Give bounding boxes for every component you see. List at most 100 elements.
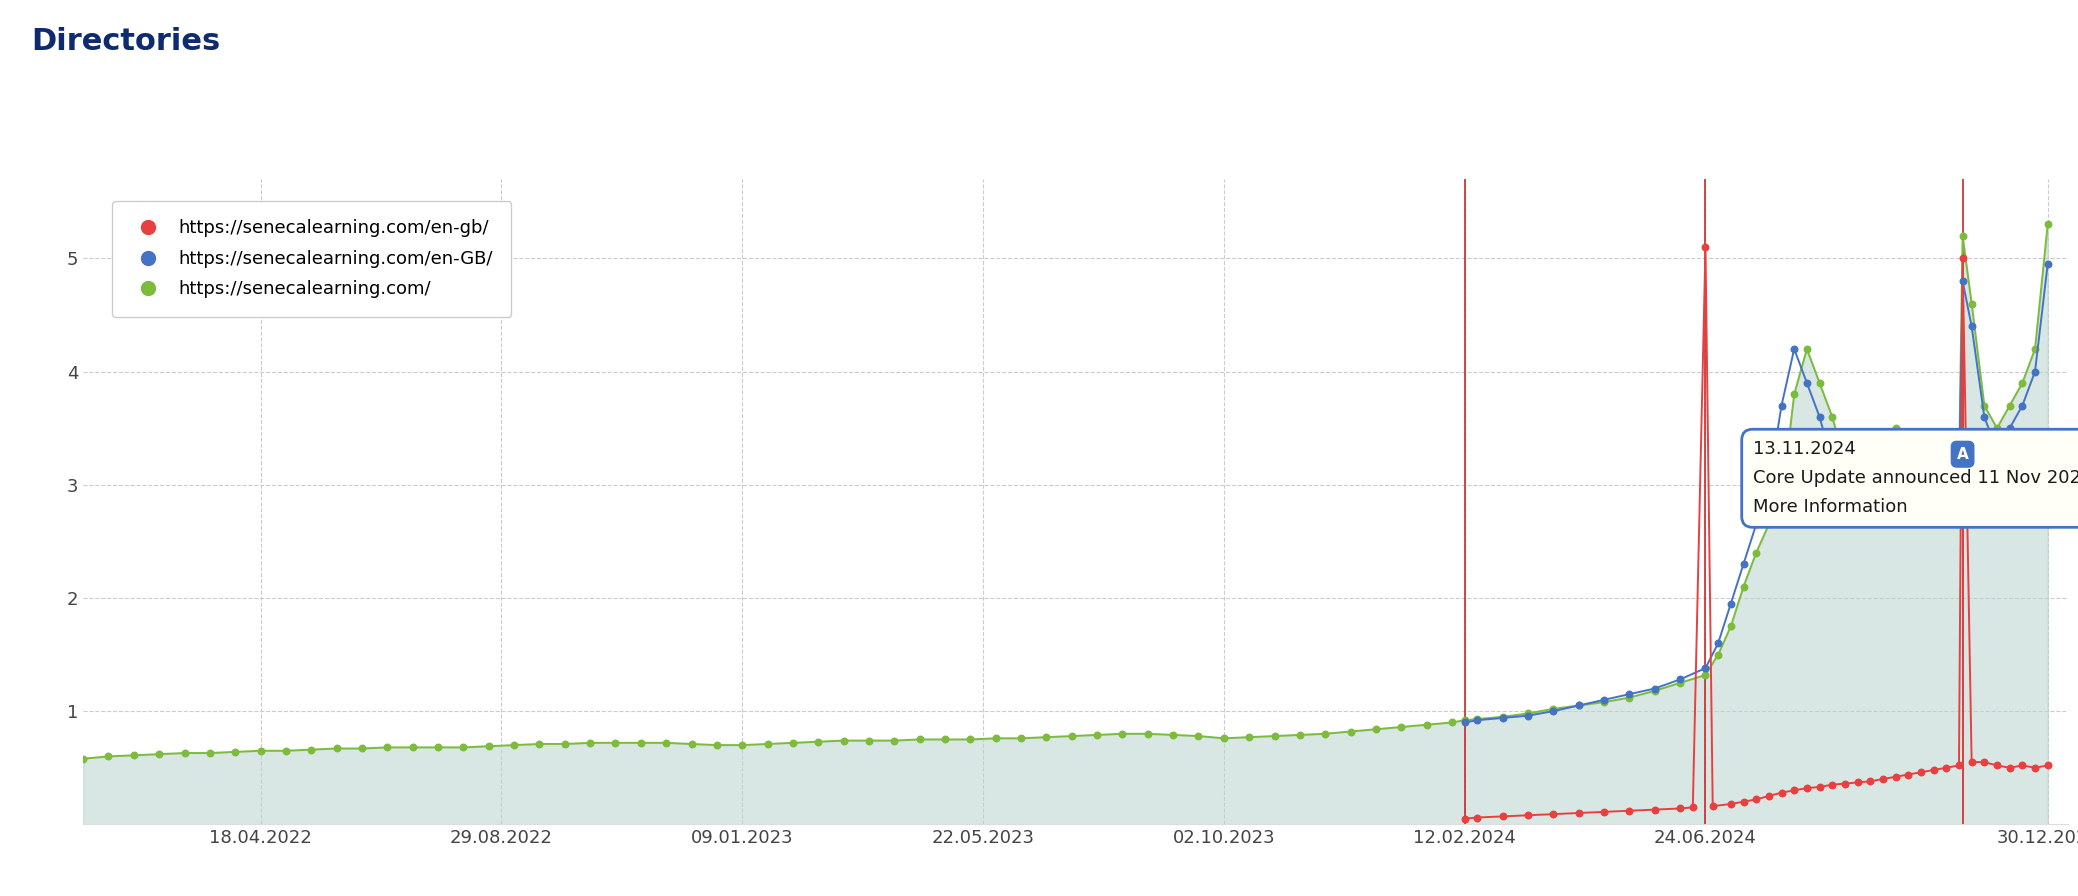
Point xyxy=(1207,731,1241,745)
Point xyxy=(1841,478,1874,492)
Point xyxy=(1903,765,1937,780)
Point xyxy=(1918,762,1951,777)
Point xyxy=(979,731,1012,745)
Point xyxy=(1891,455,1924,470)
Point xyxy=(1993,399,2026,413)
Point xyxy=(1829,455,1862,470)
Point xyxy=(1081,728,1114,742)
Point xyxy=(1841,775,1874,789)
Point xyxy=(904,732,937,746)
Point xyxy=(1791,375,1824,390)
Point xyxy=(1980,758,2014,772)
Point xyxy=(1829,478,1862,492)
Point xyxy=(1764,399,1797,413)
Point xyxy=(1359,722,1392,737)
Point xyxy=(1930,478,1964,492)
Point xyxy=(168,745,202,760)
Point xyxy=(650,736,684,750)
Point xyxy=(1727,556,1760,571)
Point xyxy=(1752,517,1785,531)
Point xyxy=(1448,715,1482,729)
Point xyxy=(1538,704,1571,719)
Point xyxy=(370,740,403,754)
Point xyxy=(2018,761,2051,775)
Point xyxy=(1056,728,1089,743)
Point xyxy=(725,738,758,753)
Point xyxy=(1637,684,1671,698)
Point xyxy=(447,740,480,754)
Point xyxy=(1993,421,2026,435)
Point xyxy=(1613,687,1646,702)
Point xyxy=(1968,399,2001,413)
Point xyxy=(598,736,632,750)
Point xyxy=(1563,698,1596,712)
Point xyxy=(1764,786,1797,800)
Point xyxy=(1955,755,1989,770)
Point xyxy=(700,738,734,753)
Point xyxy=(1993,761,2026,775)
Point xyxy=(750,737,783,751)
Point xyxy=(193,745,227,760)
Point xyxy=(1968,409,2001,424)
Point xyxy=(1461,713,1494,728)
Point xyxy=(1777,341,1810,356)
Point xyxy=(1157,728,1191,742)
Point xyxy=(1588,805,1621,819)
Point xyxy=(1613,691,1646,705)
Point xyxy=(675,737,709,751)
Point xyxy=(1448,812,1482,826)
Point xyxy=(524,737,557,751)
Point xyxy=(1955,297,1989,311)
Point xyxy=(1284,728,1317,742)
Point xyxy=(1930,489,1964,504)
Point xyxy=(320,741,353,755)
Point xyxy=(623,736,657,750)
Point xyxy=(1677,800,1710,814)
Point xyxy=(1816,455,1849,470)
Point xyxy=(1309,727,1342,741)
Point xyxy=(574,736,607,750)
Point xyxy=(1538,807,1571,822)
Point xyxy=(1664,801,1698,815)
Point xyxy=(1866,489,1899,504)
Point xyxy=(2030,218,2063,232)
Point xyxy=(1841,495,1874,509)
Point xyxy=(1727,795,1760,809)
Point xyxy=(1866,771,1899,786)
Point xyxy=(1891,433,1924,447)
Point xyxy=(270,744,303,758)
Point xyxy=(1891,767,1924,781)
Point xyxy=(1727,580,1760,594)
Point xyxy=(877,734,910,748)
Point xyxy=(1436,715,1469,729)
Point xyxy=(852,734,885,748)
Point xyxy=(1588,695,1621,710)
Point xyxy=(1804,409,1837,424)
Point xyxy=(827,734,860,748)
Point xyxy=(777,736,810,750)
Point xyxy=(1588,693,1621,707)
Point xyxy=(1903,455,1937,470)
Point xyxy=(1752,788,1785,803)
Point xyxy=(295,743,328,757)
Point xyxy=(2030,758,2063,772)
Point xyxy=(1714,619,1748,633)
Point xyxy=(1696,799,1729,814)
Point xyxy=(1945,274,1978,289)
Text: A: A xyxy=(1957,447,1968,461)
Point xyxy=(2005,375,2039,390)
Point xyxy=(2030,257,2063,271)
Point xyxy=(243,744,276,758)
Point xyxy=(1791,341,1824,356)
Point xyxy=(1689,661,1723,676)
Point xyxy=(91,749,125,763)
Point xyxy=(472,739,505,754)
Point xyxy=(1511,706,1544,720)
Point xyxy=(1739,792,1773,806)
Point xyxy=(1955,319,1989,333)
Point xyxy=(1563,698,1596,712)
Point xyxy=(2018,365,2051,379)
Point xyxy=(2018,341,2051,356)
Point xyxy=(1980,421,2014,435)
Point xyxy=(1918,489,1951,504)
